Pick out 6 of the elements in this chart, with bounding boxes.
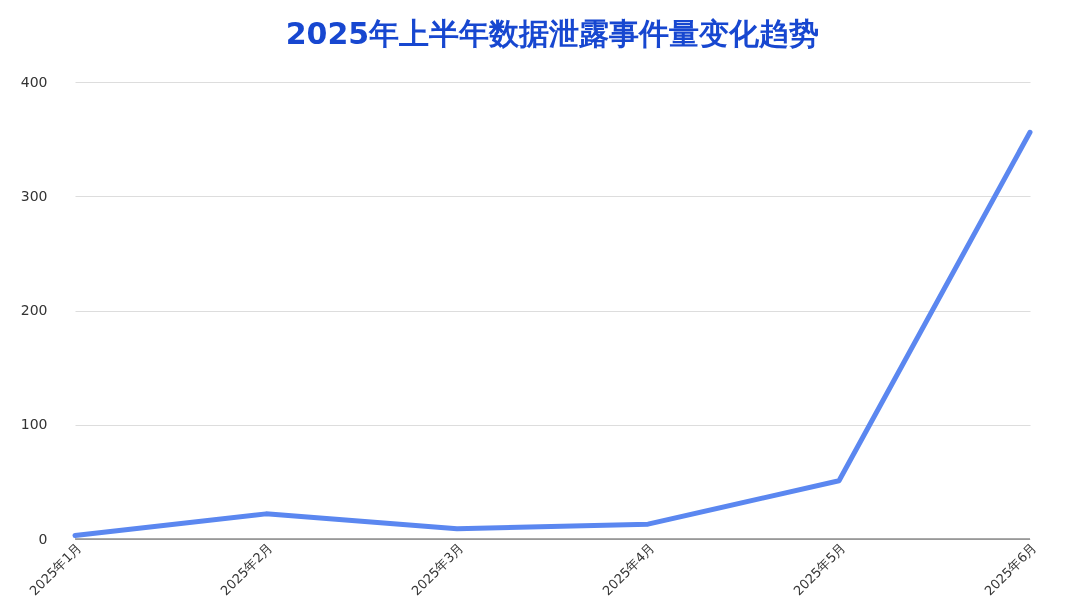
- y-tick-label: 0: [38, 530, 48, 547]
- y-tick-label: 400: [20, 73, 48, 90]
- chart-title: 2025年上半年数据泄露事件量变化趋势: [285, 16, 820, 51]
- y-tick-label: 100: [20, 416, 48, 433]
- y-tick-label: 200: [20, 302, 48, 318]
- y-tick-label: 300: [20, 187, 48, 204]
